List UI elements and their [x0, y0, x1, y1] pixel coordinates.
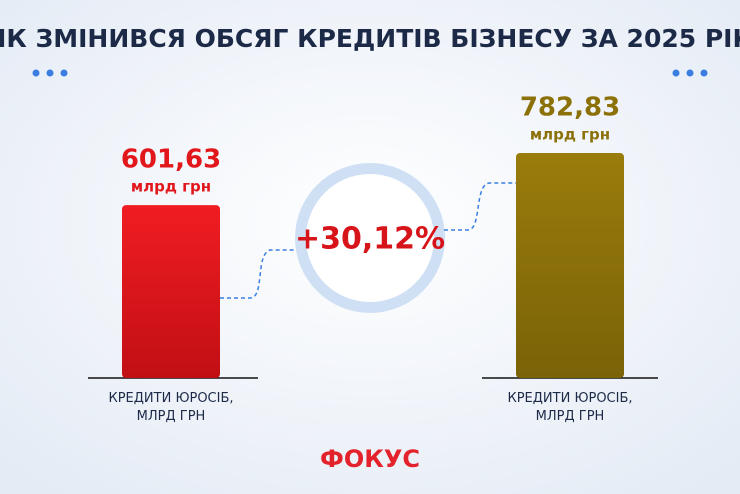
- connector: [444, 182, 516, 231]
- connector: [220, 249, 296, 299]
- category-line: КРЕДИТИ ЮРОСІБ,: [507, 391, 632, 406]
- bar: [516, 153, 624, 378]
- category-line: МЛРД ГРН: [137, 409, 206, 424]
- chart-title: ЯК ЗМІНИВСЯ ОБСЯГ КРЕДИТІВ БІЗНЕСУ ЗА 20…: [0, 24, 740, 53]
- unit-label: млрд грн: [530, 126, 610, 144]
- bar: [122, 205, 220, 378]
- change-circle: [306, 174, 434, 302]
- brand-logo: ФОКУС: [320, 445, 420, 473]
- category-label: КРЕДИТИ ЮРОСІБ, МЛРД ГРН: [108, 391, 233, 424]
- dots-left: [32, 69, 68, 77]
- category-line: МЛРД ГРН: [536, 409, 605, 424]
- value-label: 782,83: [520, 93, 620, 123]
- category-label: КРЕДИТИ ЮРОСІБ, МЛРД ГРН: [507, 391, 632, 424]
- dots-right: [672, 69, 708, 77]
- unit-label: млрд грн: [131, 178, 211, 196]
- change-label: +30,12%: [295, 222, 445, 257]
- value-label: 601,63: [121, 145, 221, 175]
- category-line: КРЕДИТИ ЮРОСІБ,: [108, 391, 233, 406]
